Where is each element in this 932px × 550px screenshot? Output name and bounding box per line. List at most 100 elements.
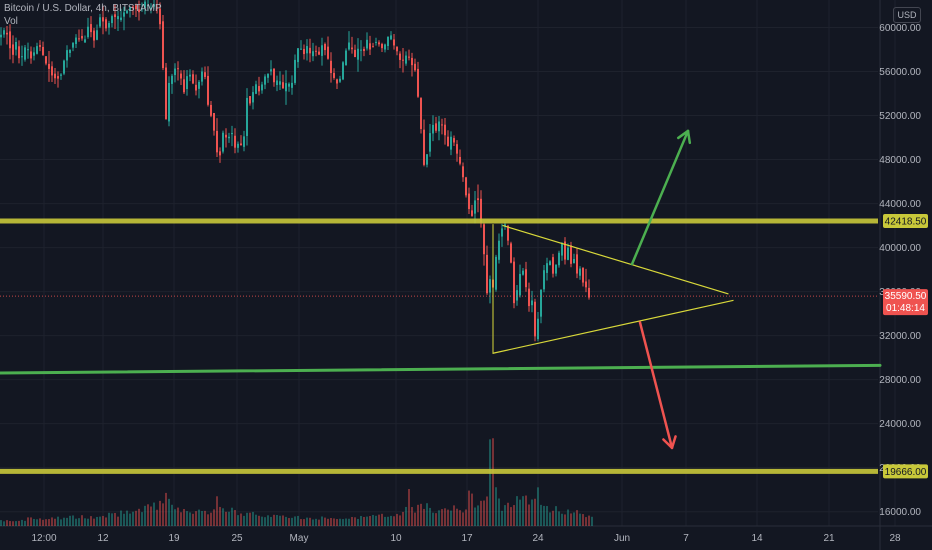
volume-bar [573,512,575,526]
candle-body [474,200,476,214]
candle-body [381,43,383,49]
volume-bar [408,489,410,526]
volume-bar [561,513,563,526]
volume-bar [405,506,407,526]
volume-bar [276,514,278,526]
time-tick-label: 12:00 [31,533,56,544]
volume-bar [483,500,485,526]
candle-body [3,30,5,35]
candle-body [123,12,125,17]
volume-bar [132,511,134,526]
volume-bar [63,517,65,526]
candle-body [483,224,485,255]
volume-bar [45,519,47,526]
volume-bar [480,500,482,526]
time-tick-label: 14 [751,533,763,544]
candle-body [99,17,101,27]
volume-bar [261,516,263,526]
volume-bar [357,518,359,526]
volume-bar [189,512,191,526]
candle-body [258,86,260,92]
price-level-badge-text: 19666.00 [885,467,927,478]
candle-body [267,73,269,78]
time-tick-label: 19 [168,533,180,544]
volume-label[interactable]: Vol [4,16,18,27]
arrow-down [638,321,677,450]
volume-bar [339,518,341,526]
candle-body [18,46,20,59]
volume-bar [318,519,320,526]
candle-body [555,264,557,274]
candle-body [339,78,341,82]
candle-body [270,69,272,72]
candle-body [129,7,131,11]
volume-bar [0,520,2,526]
candle-body [138,9,140,13]
candle-body [213,112,215,131]
candle-body [330,60,332,74]
candle-body [432,124,434,134]
candle-body [291,82,293,88]
volume-bar [537,487,539,526]
volume-bar [315,518,317,526]
volume-bar [288,518,290,526]
volume-bar [438,510,440,526]
candle-body [534,301,536,337]
volume-bar [90,516,92,526]
candle-body [240,143,242,145]
price-level-badge-bg [883,464,928,479]
volume-bar [447,509,449,526]
volume-bar [582,514,584,526]
volume-bar [399,515,401,526]
candle-body [144,1,146,9]
currency-button[interactable]: USD [893,7,921,23]
candle-body [567,247,569,260]
candle-body [435,123,437,131]
candle-body [366,39,368,49]
volume-bar [231,507,233,526]
candle-body [327,46,329,59]
arrow-up-shaft [630,129,690,266]
volume-bar [474,507,476,526]
candle-body [489,279,491,293]
volume-bar [219,506,221,526]
volume-bar [507,502,509,526]
symbol-title[interactable]: Bitcoin / U.S. Dollar, 4h, BITSTAMP [4,3,162,14]
candle-body [189,74,191,77]
candle-body [255,84,257,94]
volume-bar [393,516,395,526]
arrow-down-shaft [638,321,674,450]
volume-bar [471,493,473,526]
volume-bar [225,511,227,526]
candle-body [156,7,158,9]
candle-body [165,67,167,120]
candle-body [468,193,470,210]
candle-body [42,46,44,55]
volume-bar [303,519,305,526]
candle-body [264,76,266,85]
candle-body [345,50,347,66]
candle-body [579,268,581,276]
volume-bar [105,517,107,526]
candle-body [132,6,134,9]
candle-body [402,59,404,61]
volume-bar [417,504,419,526]
price-tick-label: 60000.00 [879,23,921,34]
price-axis: 60000.00 56000.00 52000.00 48000.00 44000.00… [879,23,921,518]
candle-body [45,56,47,64]
volume-bar [267,515,269,526]
candle-body [300,48,302,50]
candle-body [390,35,392,40]
price-tick-label: 48000.00 [879,155,921,166]
candle-body [399,53,401,60]
volume-bar [549,512,551,526]
volume-bar [57,516,59,526]
volume-bar [234,510,236,526]
volume-bar [177,507,179,526]
candle-body [501,228,503,237]
last-price-badge-bg [883,289,928,316]
volume-bar [159,500,161,526]
time-tick-label: 24 [532,533,544,544]
